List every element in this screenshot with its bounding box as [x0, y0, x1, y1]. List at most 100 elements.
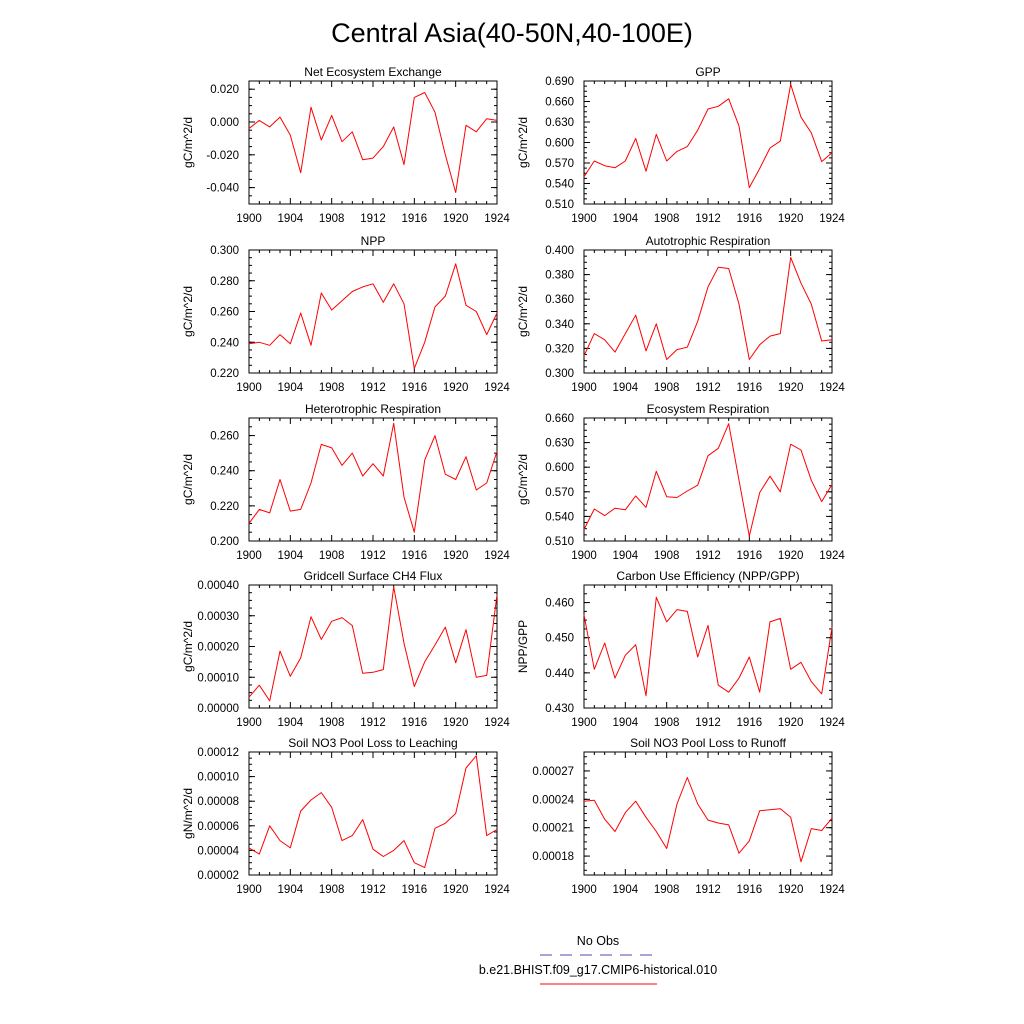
y-tick-label: 0.630	[545, 438, 574, 450]
series-line	[583, 83, 833, 189]
x-tick-label: 1904	[613, 550, 639, 562]
x-tick-label: 1924	[819, 884, 845, 896]
y-tick-label: 0.240	[210, 466, 239, 478]
x-tick-label: 1912	[695, 382, 721, 394]
y-tick-label: 0.00040	[197, 580, 239, 592]
y-tick-label: 0.020	[210, 84, 239, 96]
x-tick-label: 1916	[402, 717, 428, 729]
x-tick-label: 1920	[778, 213, 804, 225]
y-tick-label: 0.00010	[197, 672, 239, 684]
y-tick-label: 0.00020	[197, 642, 239, 654]
y-tick-label: 0.660	[545, 97, 574, 109]
x-tick-label: 1916	[737, 550, 763, 562]
x-tick-label: 1920	[443, 884, 469, 896]
y-tick-label: 0.260	[210, 431, 239, 443]
y-tick-label: 0.510	[545, 536, 574, 548]
x-tick-label: 1924	[484, 884, 510, 896]
series-line	[583, 777, 833, 863]
y-tick-label: 0.510	[545, 199, 574, 211]
x-tick-label: 1912	[360, 717, 386, 729]
y-tick-label: 0.00024	[532, 794, 574, 806]
x-tick-label: 1916	[737, 717, 763, 729]
y-tick-label: 0.600	[545, 462, 574, 474]
y-tick-label: 0.00018	[532, 851, 574, 863]
x-tick-label: 1912	[695, 213, 721, 225]
y-tick-label: 0.320	[545, 343, 574, 355]
legend: No Obs b.e21.BHIST.f09_g17.CMIP6-histori…	[479, 934, 717, 985]
y-tick-label: 0.300	[210, 245, 239, 257]
series-line	[583, 256, 833, 360]
y-tick-label: 0.280	[210, 276, 239, 288]
y-tick-label: 0.660	[545, 413, 574, 425]
x-tick-label: 1924	[819, 717, 845, 729]
series-line	[248, 422, 498, 533]
y-tick-label: 0.00002	[197, 870, 239, 882]
panel-title: GPP	[695, 65, 720, 79]
y-tick-label: 0.380	[545, 270, 574, 282]
plot-frame	[248, 751, 498, 876]
y-tick-label: 0.00030	[197, 611, 239, 623]
x-tick-label: 1916	[737, 382, 763, 394]
x-tick-label: 1912	[695, 884, 721, 896]
panel-gridcell-surface-ch4-flux: Gridcell Surface CH4 Flux gC/m^2/d 1900 190…	[181, 569, 510, 729]
y-tick-label: 0.690	[545, 76, 574, 88]
x-tick-label: 1924	[484, 550, 510, 562]
y-tick-label: 0.440	[545, 668, 574, 680]
x-tick-label: 1912	[360, 382, 386, 394]
y-tick-label: 0.360	[545, 294, 574, 306]
y-tick-label: 0.430	[545, 703, 574, 715]
y-tick-label: 0.300	[545, 368, 574, 380]
x-tick-label: 1920	[443, 717, 469, 729]
y-tick-label: 0.630	[545, 117, 574, 129]
x-tick-label: 1900	[236, 884, 262, 896]
y-tick-label: -0.020	[206, 150, 239, 162]
x-tick-label: 1900	[571, 884, 597, 896]
y-tick-label: 0.260	[210, 307, 239, 319]
x-tick-label: 1900	[236, 213, 262, 225]
x-tick-label: 1900	[571, 550, 597, 562]
y-tick-label: 0.240	[210, 337, 239, 349]
plot-frame	[248, 417, 498, 542]
panel-gpp: GPP gC/m^2/d 1900 1904 1908 1912 1916 1920 1924 0…	[516, 65, 845, 225]
y-tick-label: 0.00012	[197, 747, 239, 759]
x-tick-label: 1908	[654, 382, 680, 394]
x-tick-label: 1924	[819, 382, 845, 394]
x-tick-label: 1904	[278, 884, 304, 896]
y-tick-label: 0.570	[545, 158, 574, 170]
y-tick-label: 0.00000	[197, 703, 239, 715]
series-line	[583, 423, 833, 537]
y-tick-label: 0.540	[545, 179, 574, 191]
x-tick-label: 1920	[778, 717, 804, 729]
x-tick-label: 1924	[484, 717, 510, 729]
y-axis-label: gC/m^2/d	[181, 117, 195, 168]
x-tick-label: 1924	[484, 213, 510, 225]
y-tick-label: 0.400	[545, 245, 574, 257]
x-tick-label: 1904	[613, 884, 639, 896]
series-line	[248, 586, 498, 702]
x-tick-label: 1900	[571, 717, 597, 729]
series-line	[248, 92, 498, 193]
y-axis-label: gC/m^2/d	[516, 454, 530, 505]
x-tick-label: 1920	[443, 213, 469, 225]
x-tick-label: 1908	[654, 717, 680, 729]
y-tick-label: 0.00010	[197, 772, 239, 784]
x-tick-label: 1912	[360, 550, 386, 562]
panel-title: Net Ecosystem Exchange	[304, 65, 442, 79]
panel-title: Carbon Use Efficiency (NPP/GPP)	[616, 569, 799, 583]
x-tick-label: 1908	[654, 213, 680, 225]
panel-soil-no3-pool-loss-to-leaching: Soil NO3 Pool Loss to Leaching gN/m^2/d 19…	[181, 736, 510, 896]
x-tick-label: 1920	[778, 550, 804, 562]
plot-frame	[248, 249, 498, 374]
x-tick-label: 1904	[278, 550, 304, 562]
plot-frame	[248, 80, 498, 205]
x-tick-label: 1920	[778, 884, 804, 896]
x-tick-label: 1900	[236, 382, 262, 394]
x-tick-label: 1916	[402, 550, 428, 562]
x-tick-label: 1908	[319, 550, 345, 562]
y-tick-label: 0.600	[545, 138, 574, 150]
x-tick-label: 1900	[236, 717, 262, 729]
y-tick-label: -0.040	[206, 183, 239, 195]
x-tick-label: 1916	[737, 884, 763, 896]
x-tick-label: 1908	[319, 382, 345, 394]
panel-soil-no3-pool-loss-to-runoff: Soil NO3 Pool Loss to Runoff 1900 1904 1908…	[532, 736, 845, 896]
